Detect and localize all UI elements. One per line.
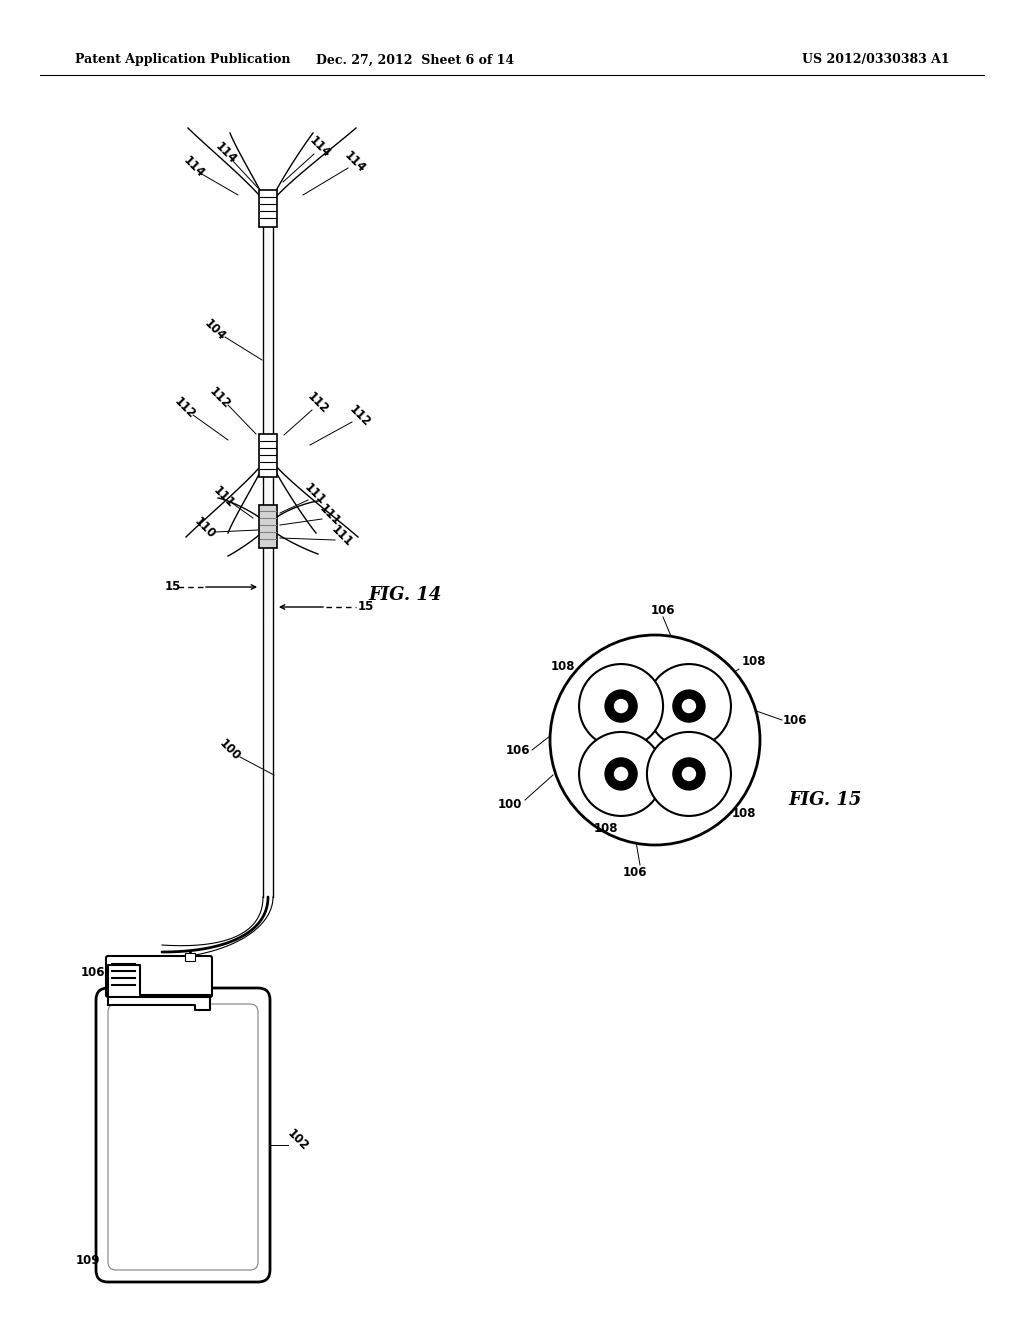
- Circle shape: [613, 698, 629, 713]
- Text: 108: 108: [551, 660, 575, 673]
- Circle shape: [682, 767, 696, 781]
- FancyBboxPatch shape: [185, 953, 195, 961]
- Text: FIG. 14: FIG. 14: [368, 586, 441, 605]
- Text: 109: 109: [76, 1254, 100, 1266]
- Polygon shape: [108, 965, 210, 1010]
- Text: 106: 106: [650, 603, 675, 616]
- Text: 111: 111: [329, 523, 355, 549]
- Text: 108: 108: [594, 822, 618, 836]
- FancyBboxPatch shape: [106, 956, 212, 997]
- Text: 106: 106: [623, 866, 647, 879]
- FancyBboxPatch shape: [259, 434, 278, 477]
- Text: 100: 100: [498, 799, 522, 812]
- Text: 108: 108: [741, 655, 766, 668]
- Circle shape: [579, 664, 664, 748]
- Text: 112: 112: [207, 385, 233, 412]
- FancyBboxPatch shape: [96, 987, 270, 1282]
- Circle shape: [605, 758, 637, 789]
- Circle shape: [647, 664, 731, 748]
- Text: 15: 15: [165, 581, 181, 594]
- Text: FIG. 15: FIG. 15: [788, 791, 861, 809]
- Text: 104: 104: [202, 317, 228, 343]
- Text: 114: 114: [342, 149, 369, 176]
- Text: 106: 106: [81, 966, 105, 979]
- Text: 111: 111: [211, 484, 238, 511]
- Text: 112: 112: [172, 395, 199, 421]
- Circle shape: [579, 733, 664, 816]
- Text: 112: 112: [347, 403, 373, 429]
- Circle shape: [613, 767, 629, 781]
- FancyBboxPatch shape: [108, 1005, 258, 1270]
- Text: 110: 110: [191, 515, 218, 541]
- Circle shape: [682, 698, 696, 713]
- Text: Dec. 27, 2012  Sheet 6 of 14: Dec. 27, 2012 Sheet 6 of 14: [316, 54, 514, 66]
- Text: 100: 100: [217, 737, 244, 763]
- FancyBboxPatch shape: [259, 190, 278, 227]
- Circle shape: [605, 690, 637, 722]
- Text: Patent Application Publication: Patent Application Publication: [75, 54, 291, 66]
- Circle shape: [647, 733, 731, 816]
- Text: 114: 114: [307, 133, 333, 160]
- FancyBboxPatch shape: [259, 506, 278, 548]
- Text: 102: 102: [285, 1127, 311, 1154]
- Text: 114: 114: [213, 140, 240, 166]
- Text: 108: 108: [732, 808, 756, 821]
- Text: 106: 106: [506, 743, 530, 756]
- Text: 106: 106: [782, 714, 807, 726]
- Circle shape: [550, 635, 760, 845]
- Text: 15: 15: [357, 601, 374, 614]
- Text: US 2012/0330383 A1: US 2012/0330383 A1: [803, 54, 950, 66]
- Circle shape: [673, 758, 705, 789]
- Text: 114: 114: [181, 153, 207, 181]
- Text: 112: 112: [305, 389, 331, 416]
- Circle shape: [673, 690, 705, 722]
- Text: 111: 111: [316, 502, 343, 528]
- Text: 111: 111: [302, 480, 329, 507]
